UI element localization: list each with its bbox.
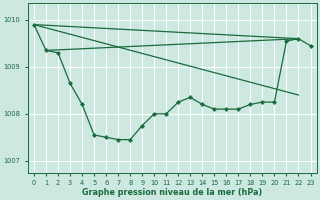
X-axis label: Graphe pression niveau de la mer (hPa): Graphe pression niveau de la mer (hPa) bbox=[82, 188, 262, 197]
